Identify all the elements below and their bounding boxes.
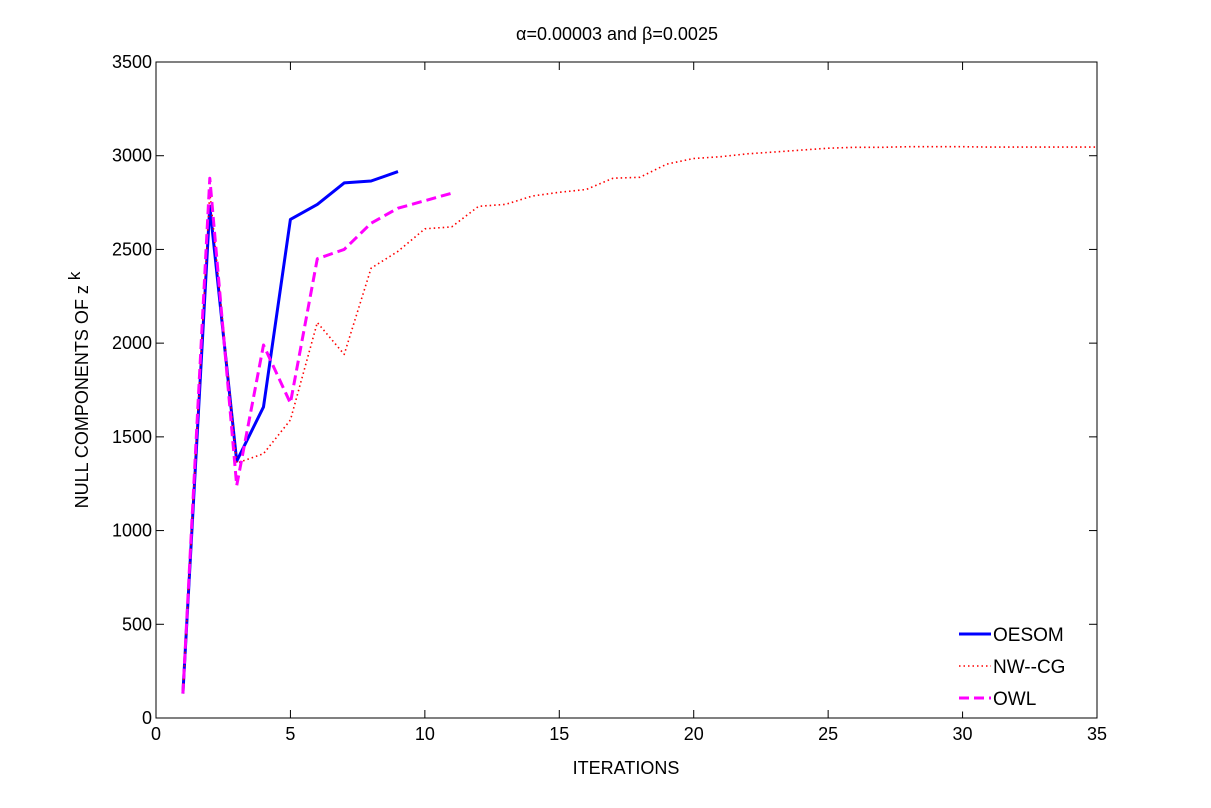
chart-title: α=0.00003 and β=0.0025	[516, 24, 718, 44]
plot-area	[155, 61, 1098, 719]
x-tick-label: 25	[818, 724, 838, 744]
y-tick-label: 1000	[112, 521, 152, 541]
axis-ticks: 0 5 10 15 20 25 30 35 0 500 1000 1500 2000 2500 3000 35…	[112, 52, 1107, 744]
x-tick-label: 0	[151, 724, 161, 744]
series-line-nw-cg	[182, 145, 1097, 694]
x-tick-label: 15	[549, 724, 569, 744]
x-tick-label: 20	[684, 724, 704, 744]
x-tick-label: 35	[1087, 724, 1107, 744]
y-tick-label: 0	[142, 708, 152, 728]
y-tick-label: 500	[122, 614, 152, 634]
series-line-owl	[181, 176, 453, 694]
y-axis-label: NULL COMPONENTS OF z k	[65, 271, 92, 508]
x-tick-label: 5	[285, 724, 295, 744]
y-tick-label: 1500	[112, 427, 152, 447]
y-tick-label: 2500	[112, 239, 152, 259]
x-tick-label: 10	[415, 724, 435, 744]
y-axis-label-superscript: k	[65, 271, 84, 280]
legend-label: OWL	[993, 689, 1036, 710]
series-line-oesom	[181, 170, 399, 694]
x-axis-label: ITERATIONS	[573, 758, 680, 778]
series-lines	[181, 145, 1097, 694]
y-tick-label: 3000	[112, 146, 152, 166]
y-tick-label: 3500	[112, 52, 152, 72]
legend-label: OESOM	[993, 625, 1064, 646]
legend-label: NW--CG	[993, 657, 1065, 678]
x-tick-label: 30	[953, 724, 973, 744]
legend: OESOM NW--CG OWL	[951, 618, 1087, 712]
y-tick-label: 2000	[112, 333, 152, 353]
y-axis-label-main: NULL COMPONENTS OF z	[72, 285, 92, 508]
